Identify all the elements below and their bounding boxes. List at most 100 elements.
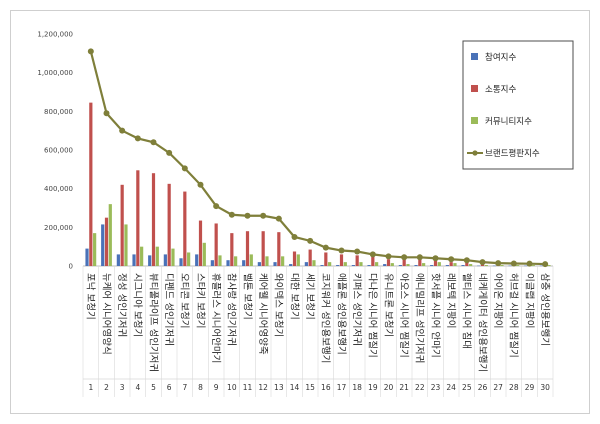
category-label-23: 핫서플 시니어 안마기 — [429, 273, 440, 358]
bar-참여지수-9 — [210, 260, 214, 266]
bar-참여지수-13 — [273, 262, 277, 266]
bar-소통지수-18 — [355, 255, 359, 266]
line-point-14 — [291, 234, 298, 240]
rank-label-6: 6 — [167, 383, 172, 392]
line-point-22 — [416, 254, 423, 261]
bar-소통지수-10 — [230, 233, 234, 266]
category-label-19: 다나은 시니어 찜질기 — [367, 273, 379, 358]
category-label-18: 키퍼스 성인기저귀 — [351, 273, 362, 346]
bar-참여지수-10 — [226, 260, 230, 266]
bar-참여지수-16 — [320, 265, 324, 266]
category-label-9: 휴플러스 시니어안마기 — [210, 273, 221, 363]
line-point-29 — [526, 260, 533, 267]
rank-label-29: 29 — [525, 383, 535, 392]
y-tick-label: 1,000,000 — [37, 69, 73, 77]
bar-참여지수-11 — [242, 260, 246, 266]
line-point-10 — [228, 211, 235, 218]
bar-참여지수-3 — [116, 254, 120, 266]
rank-label-11: 11 — [243, 383, 253, 392]
rank-label-28: 28 — [509, 383, 519, 392]
category-label-17: 애플론 성인용보행기 — [335, 273, 347, 355]
category-label-21: 아오스 시니어 찜질기 — [398, 273, 410, 358]
bar-소통지수-13 — [277, 232, 281, 266]
bar-커뮤니티지수-25 — [469, 264, 473, 266]
rank-label-26: 26 — [478, 383, 488, 392]
bar-참여지수-29 — [524, 265, 528, 267]
line-point-30 — [542, 261, 549, 268]
bar-참여지수-25 — [461, 265, 465, 266]
bar-소통지수-25 — [465, 262, 469, 266]
bar-소통지수-6 — [167, 183, 171, 266]
category-label-4: 시그니아 보청기 — [132, 273, 143, 337]
line-point-12 — [260, 212, 267, 219]
bar-커뮤니티지수-20 — [390, 263, 394, 266]
category-label-25: 헬티스 시니어 침대 — [461, 273, 472, 349]
rank-label-22: 22 — [415, 383, 425, 392]
rank-label-23: 23 — [431, 383, 441, 392]
rank-label-2: 2 — [104, 383, 109, 392]
bar-참여지수-15 — [304, 262, 308, 266]
rank-label-14: 14 — [290, 383, 300, 392]
bar-커뮤니티지수-15 — [312, 260, 316, 266]
y-tick-label: 200,000 — [44, 224, 73, 232]
bar-커뮤니티지수-29 — [531, 265, 535, 266]
line-point-17 — [338, 247, 345, 254]
line-point-2 — [103, 110, 110, 117]
y-tick-label: 800,000 — [44, 108, 73, 116]
bar-커뮤니티지수-5 — [155, 246, 159, 266]
category-label-15: 세기 보청기 — [304, 273, 315, 320]
line-point-25 — [463, 257, 470, 264]
bar-소통지수-17 — [339, 254, 344, 266]
bar-소통지수-19 — [371, 256, 375, 266]
bar-커뮤니티지수-17 — [343, 262, 347, 266]
legend-label-4: 브랜드평판지수 — [485, 148, 540, 159]
line-point-9 — [213, 203, 220, 210]
bar-커뮤니티지수-16 — [328, 262, 332, 266]
bar-참여지수-18 — [351, 265, 355, 266]
rank-label-4: 4 — [135, 383, 140, 392]
bar-소통지수-11 — [245, 231, 250, 266]
bar-참여지수-28 — [508, 265, 512, 267]
category-label-29: 이글랩 지팡이 — [523, 273, 535, 328]
rank-label-18: 18 — [352, 383, 362, 392]
line-point-21 — [401, 254, 408, 261]
legend-label-1: 참여지수 — [485, 52, 516, 63]
line-point-5 — [150, 139, 157, 146]
rank-label-24: 24 — [446, 383, 456, 392]
rank-label-17: 17 — [337, 383, 347, 392]
category-label-30: 삼충 성인용보행기 — [539, 273, 551, 346]
bar-커뮤니티지수-12 — [265, 256, 269, 266]
y-tick-label: 400,000 — [44, 185, 73, 193]
legend-swatch-1 — [471, 53, 478, 60]
rank-label-9: 9 — [214, 383, 219, 392]
line-point-4 — [134, 135, 141, 142]
bar-소통지수-14 — [292, 251, 297, 266]
category-label-28: 허브걸 시니어 찜질기 — [508, 273, 520, 358]
line-point-11 — [244, 212, 251, 219]
bar-커뮤니티지수-21 — [406, 264, 410, 266]
category-label-1: 포낙 보청기 — [85, 273, 96, 320]
rank-label-19: 19 — [368, 383, 378, 392]
rank-label-13: 13 — [274, 383, 284, 392]
bar-커뮤니티지수-22 — [422, 263, 426, 266]
category-label-20: 유니트론 보청기 — [382, 273, 393, 337]
category-label-5: 뷰티풀라이프 성인기저귀 — [147, 273, 158, 372]
bar-소통지수-9 — [214, 223, 218, 266]
bar-커뮤니티지수-10 — [234, 256, 238, 266]
line-point-18 — [354, 248, 361, 255]
category-label-27: 아이온 지팡이 — [492, 273, 503, 328]
rank-label-27: 27 — [493, 383, 503, 392]
brand-reputation-chart: 0 200,000 400,000 600,000 800,000 1,000,000 1,… — [37, 31, 574, 397]
category-label-11: 벨톤 보청기 — [241, 273, 252, 320]
category-label-24: 레보텍 지팡이 — [445, 273, 456, 328]
bar-소통지수-22 — [418, 259, 422, 266]
bar-참여지수-2 — [101, 224, 105, 266]
line-point-28 — [510, 260, 517, 267]
category-label-6: 디펜드 성인기저귀 — [163, 273, 174, 346]
bar-소통지수-7 — [183, 191, 187, 266]
bar-참여지수-22 — [414, 265, 418, 266]
bar-커뮤니티지수-2 — [108, 204, 112, 266]
y-tick-label: 1,200,000 — [37, 31, 73, 39]
bar-커뮤니티지수-13 — [281, 256, 285, 266]
bar-참여지수-24 — [445, 265, 449, 266]
